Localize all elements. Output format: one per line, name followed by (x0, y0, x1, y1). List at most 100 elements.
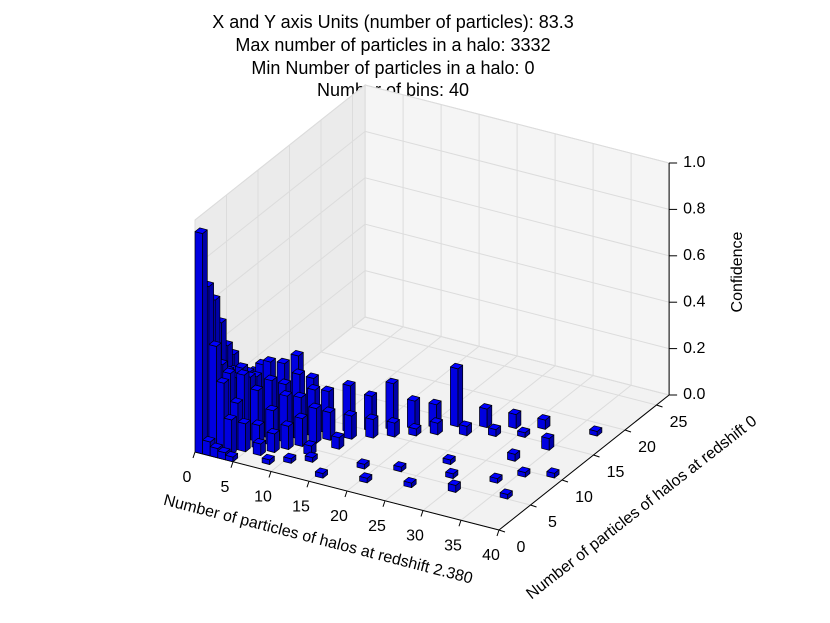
bar-face (288, 422, 294, 450)
z-tick-label: 0.2 (683, 340, 705, 357)
bar-face (589, 425, 603, 432)
y-tick (530, 504, 537, 508)
bar-face (251, 419, 265, 426)
bar (408, 423, 422, 437)
bar-face (429, 417, 443, 424)
bar (450, 362, 464, 428)
bar (356, 458, 370, 470)
chart-title: Min Number of particles in a halo: 0 (251, 58, 534, 78)
axis-line (194, 451, 500, 531)
chart-title: Max number of particles in a halo: 3332 (235, 35, 550, 55)
x-tick-label: 5 (221, 479, 230, 496)
bar-face (208, 340, 222, 347)
bar (537, 414, 551, 430)
bar-face (537, 414, 551, 421)
bar (283, 452, 297, 464)
bar-face (252, 438, 266, 445)
bar-face (342, 379, 356, 387)
grid-line (194, 84, 366, 221)
bar-face (499, 488, 513, 495)
bar-face (236, 369, 250, 376)
bar-face (479, 403, 493, 410)
bar-face (308, 406, 317, 444)
bar-face (279, 390, 293, 397)
bar-face (290, 350, 304, 357)
bar (308, 402, 322, 444)
bar-face (541, 432, 555, 439)
bar-face (308, 402, 322, 409)
bar-face (386, 417, 400, 424)
z-tick-label: 1.0 (683, 154, 705, 171)
grid-line (364, 84, 670, 164)
bar-face (331, 431, 345, 439)
bar (442, 453, 456, 465)
bar-face (458, 420, 472, 427)
bar (488, 423, 502, 437)
bar-face (245, 419, 251, 453)
bar-face (321, 385, 335, 393)
bar (331, 431, 345, 450)
bar (479, 403, 493, 429)
bar-face (223, 413, 237, 421)
bar (489, 472, 503, 484)
bar (458, 420, 472, 437)
bar (403, 477, 417, 489)
x-tick-label: 0 (183, 469, 192, 486)
x-tick (382, 500, 386, 507)
bar-face (202, 439, 211, 457)
y-tick (624, 429, 632, 433)
x-tick (496, 529, 500, 537)
bar-face (393, 461, 407, 468)
y-tick (656, 404, 663, 408)
bar (266, 428, 280, 453)
x-tick (306, 481, 310, 488)
bar (359, 472, 373, 484)
grid-line (364, 316, 670, 396)
bar-face (194, 227, 208, 234)
x-tick-label: 10 (254, 489, 272, 506)
bar (252, 438, 266, 456)
bar (194, 227, 208, 455)
bar-face (202, 229, 208, 455)
bar-face (237, 417, 251, 425)
bar-face (356, 458, 370, 465)
bar-face (280, 424, 289, 450)
grid-line (364, 270, 670, 350)
bar-face (359, 472, 373, 479)
y-tick (593, 454, 600, 458)
bar (261, 453, 275, 465)
bar-face (303, 440, 317, 447)
bar (303, 440, 317, 456)
bar-face (293, 391, 307, 399)
bar (294, 412, 308, 447)
bar-face (386, 420, 396, 438)
bar-face (314, 467, 328, 474)
bar-face (261, 453, 275, 461)
y-tick-label: 15 (607, 464, 625, 481)
grid-line (194, 131, 366, 267)
bar-face (488, 423, 502, 430)
bar (517, 426, 531, 438)
bar-face (479, 406, 488, 429)
bar-face (364, 390, 378, 397)
bar (343, 410, 357, 440)
bar-face (489, 472, 503, 480)
bar-face (266, 431, 276, 453)
bar-face (316, 404, 322, 444)
bar-face (283, 452, 297, 460)
chart-title: X and Y axis Units (number of particles)… (212, 12, 574, 32)
bar-face (508, 408, 522, 415)
bar (541, 432, 555, 451)
bar-face (231, 415, 237, 456)
bar-face (365, 417, 374, 439)
bar-face (507, 448, 521, 455)
x-tick-label: 30 (406, 528, 424, 545)
x-tick (344, 490, 348, 498)
y-tick-label: 20 (638, 439, 656, 456)
bar-face (294, 416, 303, 447)
bar (314, 467, 328, 479)
bar-face (194, 231, 203, 455)
bar (393, 461, 407, 473)
bar-face (250, 384, 264, 392)
